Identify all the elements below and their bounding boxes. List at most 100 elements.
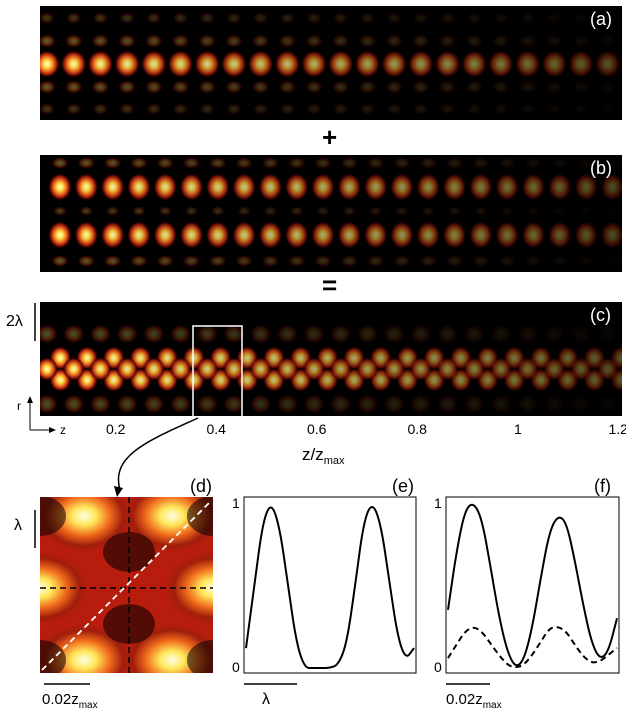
panel-c-tick-label: 0.2 [106,421,126,437]
panel-a-spot [599,80,617,94]
panel-e-curve [245,506,415,669]
panel-c-spot [276,324,299,344]
panel-a-spots [40,12,621,115]
panel-a-label: (a) [590,9,612,29]
panel-b-spot [340,157,359,169]
panel-b-spot [261,255,280,267]
panel-c-spot [40,357,58,381]
panel-b-spot [521,221,546,249]
panel-a-spot [40,103,55,115]
panel-b-spot [394,206,409,216]
panel-a-spot [465,34,484,48]
panel-a-spot [144,80,163,94]
panel-a-spot [487,50,514,78]
panel-c-spots [40,324,622,414]
panel-a-spot [91,80,110,94]
panel-a-spot [491,34,510,48]
panel-a-spot [541,50,568,78]
panel-c-spot [40,394,58,414]
panel-a-spot [114,50,141,78]
panel-b-spot [232,221,257,249]
panel-b-spot [100,173,125,201]
panel-a-spot [65,103,82,115]
panel-b-spot [208,157,227,169]
panel-b-spot [131,206,146,216]
panel-c-spot [570,324,592,344]
panel-a-spot [573,12,589,24]
panel-a-spot [171,34,190,48]
panel-a-spot [519,103,536,115]
panel-a-spot [385,80,404,94]
panel-a-spot [64,80,83,94]
panel-f-label: (f) [594,476,611,496]
panel-a-spot [199,12,216,24]
panel-a-spot [386,12,403,24]
panel-b-spot [495,173,520,201]
panel-b-spot [500,206,515,216]
panel-c-spot [276,394,299,414]
panel-a-spot [91,34,110,48]
panel-c-spot [116,357,139,381]
panel-a-spot [514,50,541,78]
panel-a-spot [64,34,83,48]
panel-d-dark-spot [187,640,213,673]
panel-b-spot [473,206,488,216]
panel-a-spot [145,12,162,24]
panel-b-spot [368,206,383,216]
panel-b-spot [232,173,257,201]
panel-a-spot [545,34,564,48]
panel-c-spot [169,394,192,414]
panel-b-spot [603,255,621,267]
panel-a-spot [251,34,270,48]
panel-e-label: (e) [392,476,414,496]
panel-b-spot [311,173,335,201]
panel-c-tick-label: 1 [514,421,522,437]
panel-a-spot [198,80,217,94]
panel-b-spots [48,157,622,267]
panel-b-spot [340,255,359,267]
panel-b-spot [311,221,335,249]
panel-b-label: (b) [590,158,612,178]
panel-b-spot [419,255,438,267]
panel-b-spot [51,255,69,267]
panel-b-spot [366,255,385,267]
panel-a-spot [358,80,377,94]
panel-b-spot [524,157,543,169]
panel-c-spot [89,357,112,381]
panel-b-spot [442,173,467,201]
panel-c-spot [303,357,325,381]
panel-a-spot [491,80,510,94]
panel-c-spot [543,324,566,344]
panel-a-spot [385,34,404,48]
panel-b-spot [105,206,120,216]
panel-b-spot [471,157,490,169]
panel-c-spot [329,394,352,414]
panel-d-dark-spot [40,497,66,536]
panel-b-spot [574,221,598,249]
panel-b-spot [235,157,254,169]
panel-c-spot [169,324,192,344]
panel-a-spot [167,50,194,78]
panel-b-spot [392,157,411,169]
panel-a-spot [171,80,190,94]
panel-a-spot [568,50,594,78]
panel-b-spot [179,221,204,249]
panel-a-spot [518,34,537,48]
panel-c-spot [249,394,272,414]
panel-a-spot [411,80,430,94]
panel-b-spot [210,206,225,216]
panel-c-spot [597,394,619,414]
panel-a-spot [594,50,621,78]
panel-a-spot [172,103,189,115]
panel-a-spot [306,12,322,24]
panel-b-spot [287,255,306,267]
panel-b-spot [263,206,278,216]
panel-e-plot [245,506,415,669]
panel-f-dashed-curve [447,626,618,669]
panel-a-spot [572,34,590,48]
panel-b-spot [235,255,254,267]
panel-c-tick-labels: 0.2 0.4 0.6 0.8 1 1.2 [106,421,626,437]
panel-b-spot [182,255,201,267]
panel-c-spot [142,394,165,414]
panel-b-spot [284,221,309,249]
